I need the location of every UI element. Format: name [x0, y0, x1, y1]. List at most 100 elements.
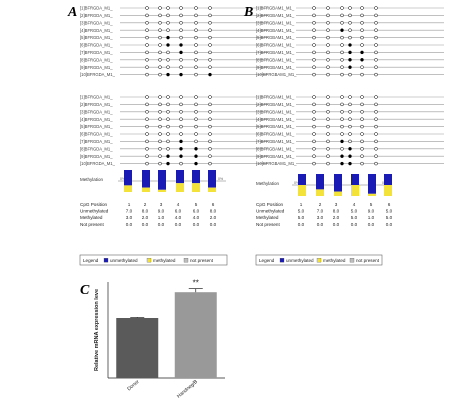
- cpg-unmethylated-dot: [208, 35, 212, 40]
- legend-swatch: [146, 258, 152, 263]
- legend-title: Legend: [83, 258, 99, 263]
- cpg-unmethylated-dot: [158, 43, 162, 47]
- unmethylated-bar: [124, 170, 132, 186]
- legend-swatch: [279, 258, 285, 263]
- table-cell: 4: [177, 202, 180, 207]
- table-cell: 7.0: [317, 209, 324, 214]
- cpg-unmethylated-dot: [145, 117, 149, 121]
- cpg-unmethylated-dot: [326, 21, 330, 25]
- cpg-unmethylated-dot: [145, 50, 149, 55]
- cpg-unmethylated-dot: [145, 28, 149, 32]
- cpg-unmethylated-dot: [312, 102, 316, 107]
- methylated-bar: [124, 185, 132, 192]
- table-cell: 4.0: [175, 215, 182, 220]
- table-row-label: Methylated: [256, 215, 279, 220]
- legend-item-label: not present: [190, 258, 214, 263]
- table-cell: 0.0: [298, 222, 305, 227]
- unmethylated-bar: [334, 174, 342, 192]
- clone-label: [1]BFRGBAM1_M1_: [256, 6, 295, 11]
- cpg-unmethylated-dot: [158, 102, 162, 107]
- cpg-unmethylated-dot: [360, 139, 364, 144]
- summary-table: CpG Position 1 2 3 4 5 6 Unmethylated 7.0 8.0 9.0 6…: [80, 202, 217, 227]
- upper-clone-group: [1]BFRGBAM1_M1_ [2]BFRGBAM1_M1_ [3]BFRGBAM…: [256, 6, 444, 77]
- table-cell: 5.0: [386, 209, 393, 214]
- cpg-methylated-dot: [348, 161, 352, 166]
- table-cell: 0.0: [158, 222, 165, 227]
- cpg-unmethylated-dot: [194, 117, 198, 121]
- legend-swatch: [316, 258, 322, 263]
- x-tick-label: Donor: [126, 379, 141, 393]
- cpg-unmethylated-dot: [374, 50, 378, 55]
- cpg-unmethylated-dot: [208, 58, 212, 62]
- cpg-unmethylated-dot: [374, 161, 378, 166]
- clone-label: [7]BFRGDA_M1_: [80, 50, 113, 55]
- cpg-unmethylated-dot: [208, 117, 212, 121]
- cpg-unmethylated-dot: [158, 21, 162, 25]
- cpg-unmethylated-dot: [340, 13, 344, 18]
- legend-swatch: [349, 258, 355, 263]
- clone-label: [7]BFRGBAM1_M1_: [256, 139, 295, 144]
- cpg-unmethylated-dot: [145, 35, 149, 40]
- legend-item-label: unmethylated: [110, 258, 138, 263]
- panel-letter: A: [67, 5, 77, 20]
- table-cell: 6.0: [175, 209, 182, 214]
- cpg-unmethylated-dot: [179, 35, 183, 40]
- cpg-unmethylated-dot: [348, 117, 352, 121]
- cpg-unmethylated-dot: [208, 43, 212, 47]
- cpg-unmethylated-dot: [360, 154, 364, 158]
- cpg-unmethylated-dot: [360, 21, 364, 25]
- cpg-unmethylated-dot: [312, 117, 316, 121]
- cpg-methylated-dot: [194, 154, 198, 158]
- cpg-unmethylated-dot: [158, 13, 162, 18]
- table-row-label: CpG Position: [256, 202, 284, 207]
- table-row-label: Not present: [256, 222, 280, 227]
- clone-label: [1]BFRGDA_M1_: [80, 6, 113, 11]
- cpg-unmethylated-dot: [312, 6, 316, 10]
- table-cell: 9.0: [158, 209, 165, 214]
- cpg-unmethylated-dot: [145, 132, 149, 136]
- table-cell: 5.0: [298, 209, 305, 214]
- cpg-methylated-dot: [179, 147, 183, 151]
- table-cell: 9.0: [368, 209, 375, 214]
- methylation-label: Methylation: [80, 177, 104, 182]
- cpg-unmethylated-dot: [348, 13, 352, 18]
- cpg-unmethylated-dot: [340, 43, 344, 47]
- table-cell: 5.0: [386, 215, 393, 220]
- clone-label: [2]BFRGBAM1_M1_: [256, 13, 295, 18]
- panel-letter: C: [80, 283, 90, 298]
- methylation-label: Methylation: [256, 181, 280, 186]
- cpg-unmethylated-dot: [348, 139, 352, 144]
- cpg-unmethylated-dot: [374, 35, 378, 40]
- cpg-unmethylated-dot: [312, 43, 316, 47]
- clone-label: [8]BFRGBAM1_M1_: [256, 57, 295, 62]
- cpg-unmethylated-dot: [179, 161, 183, 166]
- clone-label: [3]BFRGBAM1_M1_: [256, 109, 295, 114]
- table-cell: 2.0: [333, 215, 340, 220]
- cpg-unmethylated-dot: [374, 124, 378, 129]
- legend: Legend unmethylated methylated not present: [79, 254, 228, 266]
- cpg-methylated-dot: [340, 28, 344, 32]
- cpg-unmethylated-dot: [145, 139, 149, 144]
- table-cell: 6: [212, 202, 215, 207]
- cpg-unmethylated-dot: [166, 65, 170, 69]
- cpg-unmethylated-dot: [179, 13, 183, 18]
- methylated-bar: [316, 189, 324, 196]
- cpg-unmethylated-dot: [208, 6, 212, 10]
- cpg-unmethylated-dot: [348, 21, 352, 25]
- legend-box: [79, 254, 228, 266]
- table-cell: 4: [353, 202, 356, 207]
- table-cell: 0.0: [126, 222, 133, 227]
- lower-clone-group: [1]BFRGBAM1_M1_ [2]BFRGBAM1_M1_ [3]BFRGBAM…: [256, 95, 444, 166]
- upper-clone-group: [1]BFRGDA_M1_ [2]BFRGDA_M1_ [3]BFRGDA_M1_ […: [80, 6, 268, 77]
- cpg-unmethylated-dot: [360, 35, 364, 40]
- table-row-label: CpG Position: [80, 202, 108, 207]
- clone-label: [7]BFRGBAM1_M1_: [256, 50, 295, 55]
- clone-label: [3]BFRGDA_M1_: [80, 20, 113, 25]
- legend-swatch: [103, 258, 109, 263]
- cpg-unmethylated-dot: [145, 102, 149, 107]
- cpg-unmethylated-dot: [340, 65, 344, 69]
- cpg-unmethylated-dot: [208, 139, 212, 144]
- cpg-unmethylated-dot: [374, 95, 378, 99]
- clone-label: [4]BFRGDA_M1_: [80, 117, 113, 122]
- cpg-unmethylated-dot: [348, 95, 352, 99]
